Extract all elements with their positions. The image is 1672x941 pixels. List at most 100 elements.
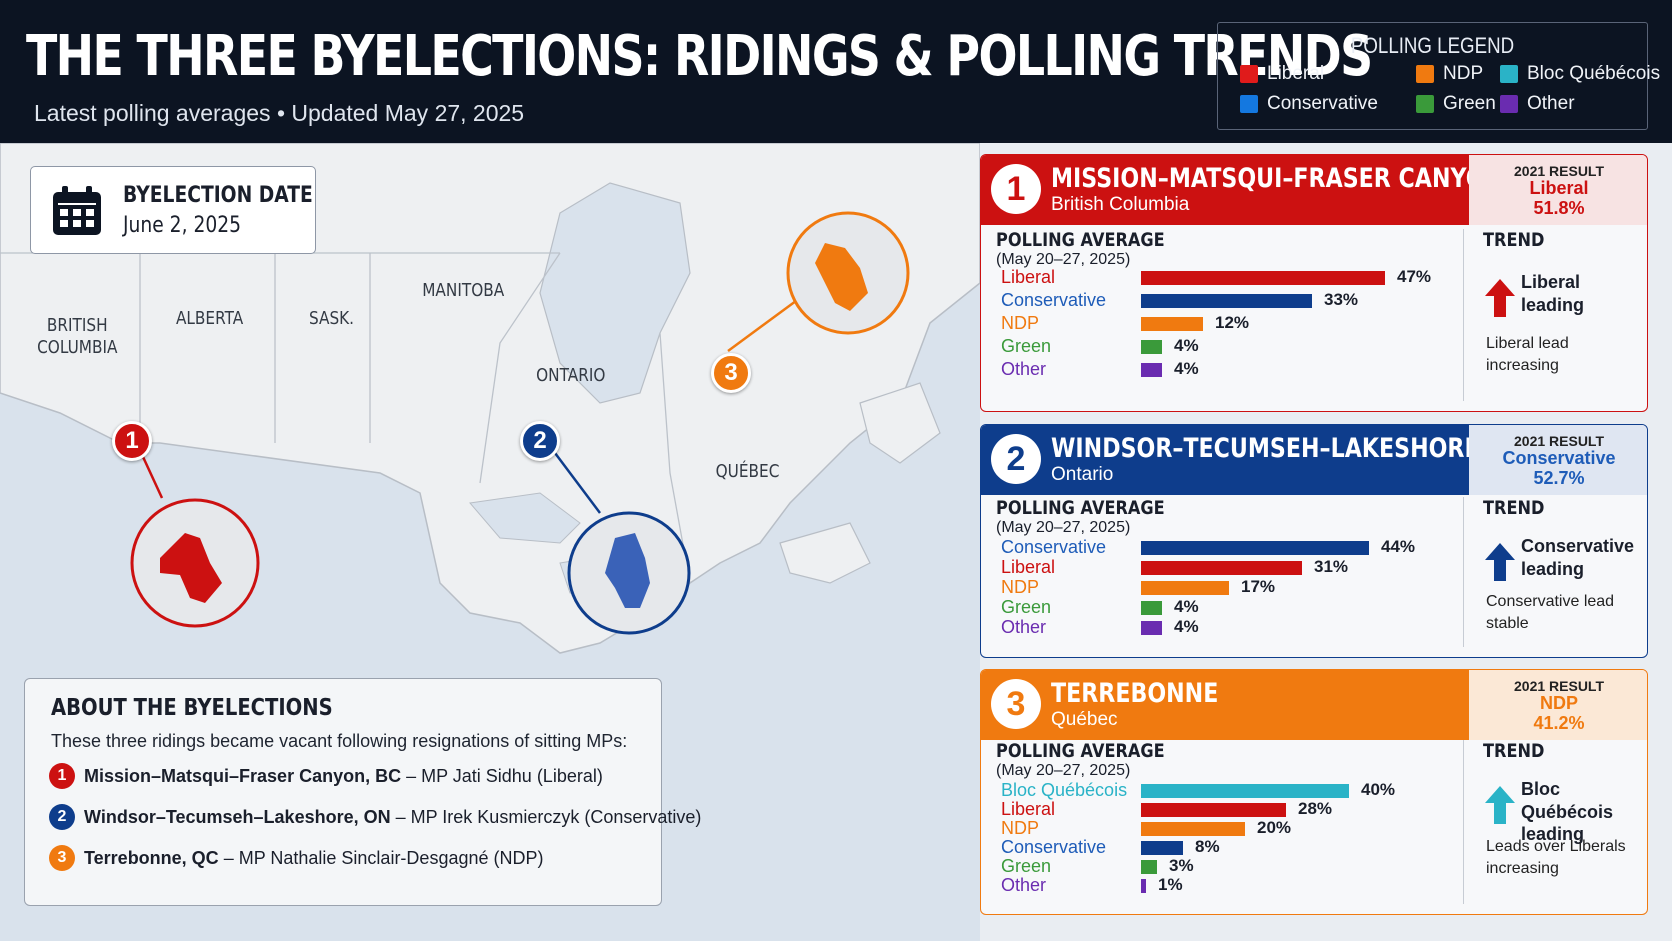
polling-date-range: (May 20–27, 2025) <box>996 251 1131 268</box>
result-party: Liberal <box>1529 178 1589 198</box>
result-label: 2021 RESULT <box>1514 678 1604 694</box>
poll-party-name: Green <box>1001 597 1052 617</box>
poll-bar <box>1141 803 1286 817</box>
poll-row: NDP 17% <box>1001 577 1441 599</box>
province-label-bc: BRITISH COLUMBIA <box>37 315 118 358</box>
poll-bar <box>1141 879 1146 893</box>
riding-number: 2 <box>991 434 1041 484</box>
poll-row: Conservative 8% <box>1001 837 1441 859</box>
byelection-date-label: BYELECTION DATE <box>123 183 313 208</box>
poll-row: Conservative 44% <box>1001 537 1441 559</box>
map-pin-3[interactable]: 3 <box>711 353 751 393</box>
poll-party-name: Conservative <box>1001 537 1107 557</box>
legend-swatch-bloc <box>1500 65 1518 83</box>
map-pin-2[interactable]: 2 <box>520 421 560 461</box>
poll-row: Green 3% <box>1001 856 1441 878</box>
poll-party-name: NDP <box>1001 818 1040 838</box>
about-title: ABOUT THE BYELECTIONS <box>51 695 333 721</box>
trend-note: Leads over Liberals increasing <box>1486 838 1626 878</box>
poll-row: Green 4% <box>1001 336 1441 358</box>
poll-bar <box>1141 860 1157 874</box>
about-byelections-panel: ABOUT THE BYELECTIONS These three riding… <box>24 678 701 906</box>
riding-number: 3 <box>991 679 1041 729</box>
trend-title: TREND <box>1483 497 1545 519</box>
poll-bar <box>1141 271 1385 285</box>
trend-note: Conservative lead stable <box>1486 593 1615 633</box>
poll-value: 33% <box>1324 290 1359 309</box>
about-item-riding: Terrebonne, QC <box>84 847 219 868</box>
poll-party-name: Other <box>1001 875 1047 895</box>
poll-bar <box>1141 317 1203 331</box>
poll-party-name: Liberal <box>1001 557 1056 577</box>
poll-bar <box>1141 340 1162 354</box>
page-subtitle: Latest polling averages • Updated May 27… <box>34 100 525 126</box>
about-item-1: 1 Mission–Matsqui–Fraser Canyon, BC – MP… <box>49 763 603 789</box>
riding-name: WINDSOR–TECUMSEH–LAKESHORE <box>1051 433 1480 464</box>
poll-bar <box>1141 601 1162 615</box>
trend-up-arrow-icon <box>1485 279 1515 317</box>
result-2021-box: 2021 RESULT NDP 41.2% <box>1469 670 1647 740</box>
poll-value: 31% <box>1314 557 1349 576</box>
legend-item-other: Other <box>1500 93 1575 115</box>
byelection-date-box: BYELECTION DATE June 2, 2025 <box>30 166 316 254</box>
poll-row: Liberal 28% <box>1001 799 1441 821</box>
trend-title: TREND <box>1483 740 1545 762</box>
poll-row: Liberal 47% <box>1001 267 1441 289</box>
poll-value: 8% <box>1195 837 1220 856</box>
province-label-alberta: ALBERTA <box>175 308 244 329</box>
result-2021-box: 2021 RESULT Conservative 52.7% <box>1469 425 1647 495</box>
poll-value: 4% <box>1174 597 1199 616</box>
riding-name: TERREBONNE <box>1051 678 1219 709</box>
poll-row: NDP 20% <box>1001 818 1441 840</box>
legend-swatch-liberal <box>1240 65 1258 83</box>
poll-party-name: NDP <box>1001 313 1040 333</box>
poll-row: Conservative 33% <box>1001 290 1441 312</box>
legend-label-bloc: Bloc Québécois <box>1527 63 1661 84</box>
result-label: 2021 RESULT <box>1514 163 1604 179</box>
poll-value: 4% <box>1174 336 1199 355</box>
trend-up-arrow-icon <box>1485 786 1515 824</box>
poll-value: 20% <box>1257 818 1292 837</box>
poll-value: 3% <box>1169 856 1194 875</box>
about-item-detail: – MP Irek Kusmierczyk (Conservative) <box>390 806 702 827</box>
legend-item-bloc: Bloc Québécois <box>1500 63 1660 85</box>
about-item-detail: – MP Jati Sidhu (Liberal) <box>401 765 603 786</box>
poll-value: 12% <box>1215 313 1250 332</box>
poll-value: 44% <box>1381 537 1416 556</box>
riding-card-header: 2 WINDSOR–TECUMSEH–LAKESHORE Ontario <box>981 425 1480 495</box>
about-item-detail: – MP Nathalie Sinclair-Desgagné (NDP) <box>218 847 544 868</box>
riding-card-header: 1 MISSION–MATSQUI–FRASER CANYON British Co… <box>981 155 1503 225</box>
result-percent: 52.7% <box>1533 467 1585 488</box>
about-intro: These three ridings became vacant follow… <box>51 731 628 751</box>
poll-party-name: Conservative <box>1001 837 1107 857</box>
about-item-2: 2 Windsor–Tecumseh–Lakeshore, ON – MP Ir… <box>49 804 701 830</box>
trend-up-arrow-icon <box>1485 543 1515 581</box>
about-item-number: 1 <box>49 763 75 789</box>
legend-item-conservative: Conservative <box>1240 93 1378 115</box>
poll-bar <box>1141 784 1349 798</box>
legend-label-green: Green <box>1443 93 1496 114</box>
poll-bar <box>1141 621 1162 635</box>
byelection-date-value: June 2, 2025 <box>123 213 242 238</box>
about-item-number: 2 <box>49 804 75 830</box>
province-label-sask: SASK. <box>308 308 355 329</box>
trend-title: TREND <box>1483 229 1545 251</box>
page-title: THE THREE BYELECTIONS: RIDINGS & POLLING… <box>26 24 1373 89</box>
map-pin-1[interactable]: 1 <box>112 421 152 461</box>
poll-party-name: Green <box>1001 856 1052 876</box>
trend-note: Liberal lead increasing <box>1486 335 1569 375</box>
legend-label-other: Other <box>1527 93 1575 114</box>
poll-party-name: NDP <box>1001 577 1040 597</box>
poll-bar <box>1141 541 1369 555</box>
riding-card-3[interactable]: 3 TERREBONNE Québec 2021 RESULT NDP 41.2% POLL… <box>980 669 1648 915</box>
riding-card-1[interactable]: 1 MISSION–MATSQUI–FRASER CANYON British Co… <box>980 154 1648 412</box>
poll-party-name: Green <box>1001 336 1052 356</box>
polling-date-range: (May 20–27, 2025) <box>996 519 1131 536</box>
about-item-riding: Windsor–Tecumseh–Lakeshore, ON <box>84 806 391 827</box>
riding-card-2[interactable]: 2 WINDSOR–TECUMSEH–LAKESHORE Ontario 2021 R… <box>980 424 1648 658</box>
poll-bar <box>1141 561 1302 575</box>
riding-province: British Columbia <box>1051 194 1190 215</box>
province-label-ontario: ONTARIO <box>536 365 606 386</box>
trend-divider <box>1463 740 1464 904</box>
about-item-riding: Mission–Matsqui–Fraser Canyon, BC <box>84 765 402 786</box>
